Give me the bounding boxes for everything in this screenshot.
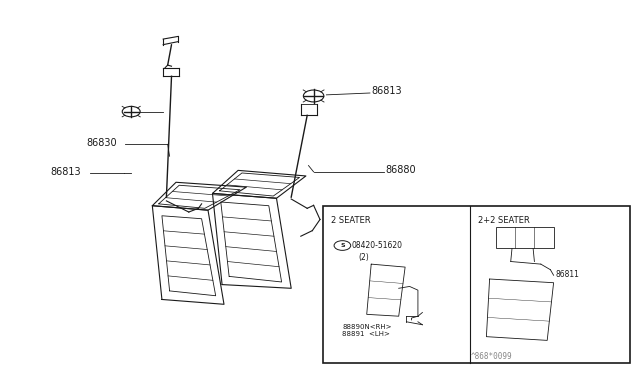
Text: 88890N<RH>: 88890N<RH> (342, 324, 392, 330)
Text: 88891  <LH>: 88891 <LH> (342, 331, 390, 337)
Text: 2+2 SEATER: 2+2 SEATER (478, 216, 530, 225)
Text: (2): (2) (358, 253, 369, 262)
Text: 86830: 86830 (86, 138, 117, 148)
Text: 86813: 86813 (50, 167, 81, 177)
Text: 08420-51620: 08420-51620 (352, 241, 403, 250)
Text: 2 SEATER: 2 SEATER (331, 216, 371, 225)
Bar (323, 206, 630, 363)
Bar (496, 227, 554, 248)
Text: S: S (340, 243, 345, 248)
Text: 86813: 86813 (371, 86, 402, 96)
Text: 86880: 86880 (385, 166, 416, 175)
Text: 86811: 86811 (556, 270, 579, 279)
Text: ^868*0099: ^868*0099 (470, 352, 512, 361)
